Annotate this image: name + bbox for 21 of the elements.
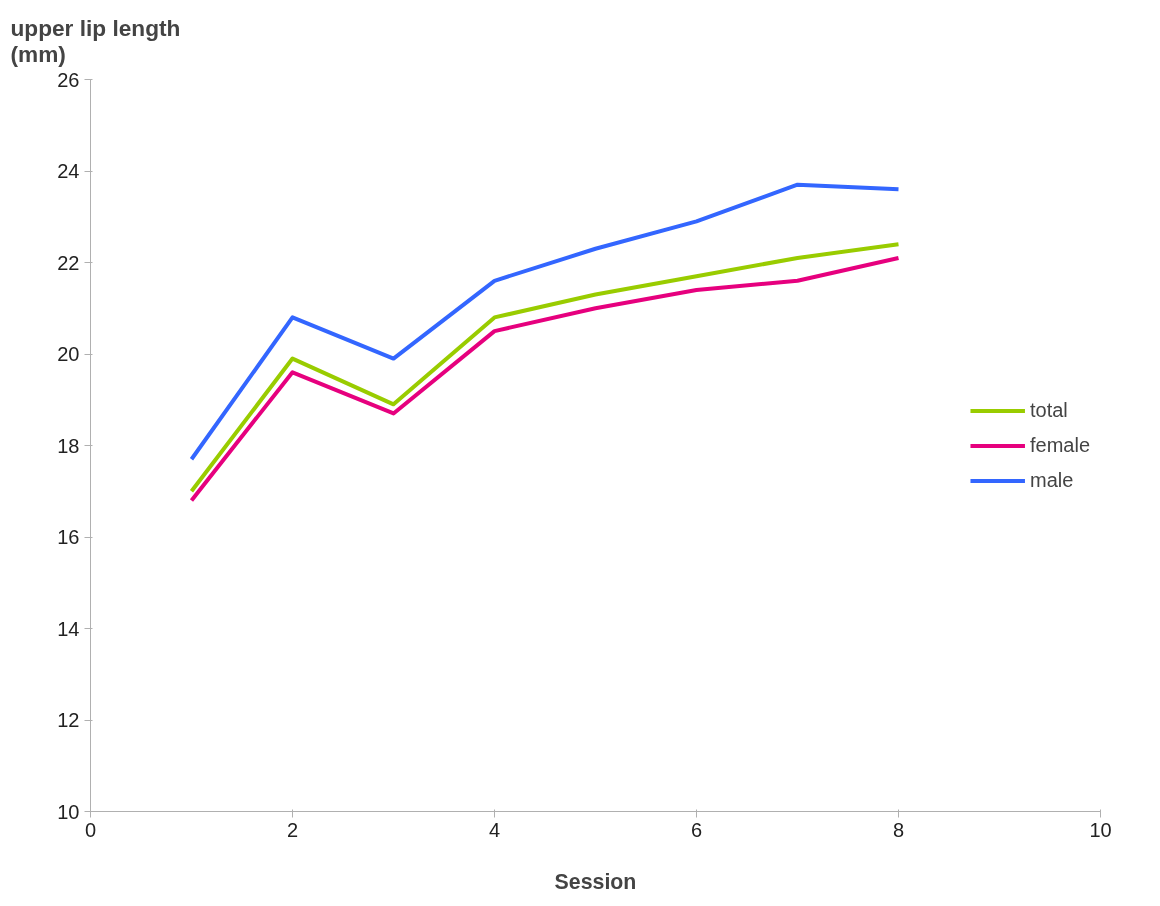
- legend-label: female: [1029, 433, 1090, 457]
- y-tick-label: 16: [57, 526, 80, 548]
- x-tick-label: 8: [892, 818, 905, 841]
- y-axis-title: upper lip length (mm): [10, 15, 181, 67]
- y-tick-label: 24: [57, 160, 80, 182]
- y-tick-label: 12: [57, 709, 80, 731]
- y-tick-label: 18: [57, 434, 80, 457]
- legend-label: total: [1029, 398, 1068, 422]
- legend-label: male: [1029, 468, 1074, 492]
- x-tick-label: 2: [286, 818, 299, 841]
- y-tick-label: 26: [57, 68, 80, 91]
- y-tick-label: 10: [57, 800, 80, 823]
- y-tick-label: 20: [57, 343, 80, 365]
- y-tick-label: 22: [57, 251, 80, 274]
- y-tick-label: 14: [57, 617, 80, 640]
- line-series: [189, 182, 901, 462]
- x-tick-label: 10: [1089, 818, 1112, 841]
- x-tick-label: 4: [488, 818, 501, 841]
- x-tick-label: 0: [84, 818, 97, 841]
- x-axis-title: Session: [554, 869, 637, 894]
- x-tick-label: 6: [690, 818, 703, 841]
